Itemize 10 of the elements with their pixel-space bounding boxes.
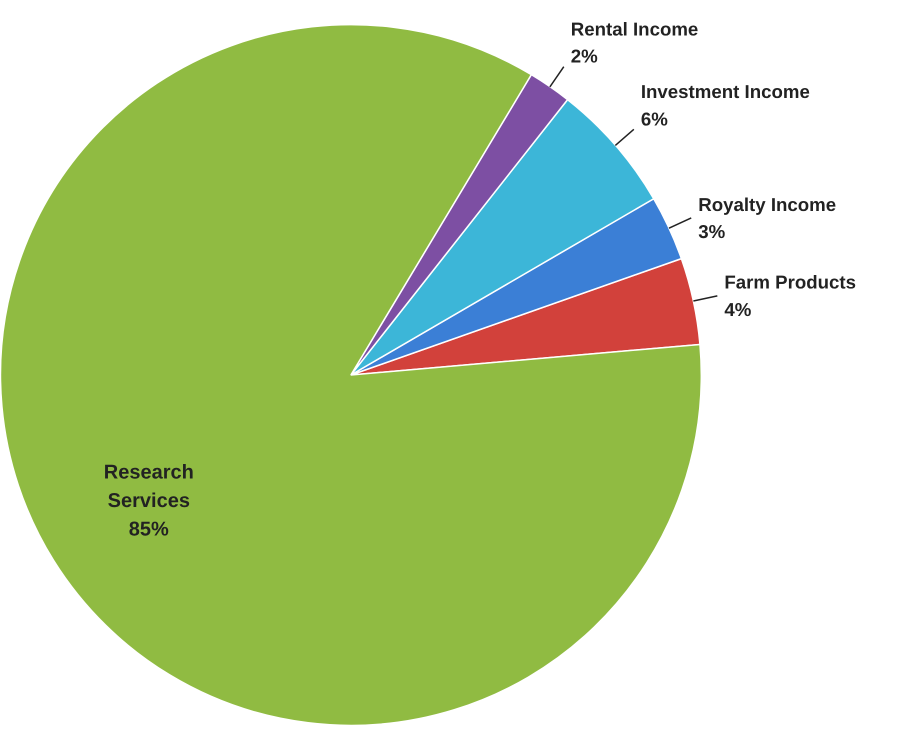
slice-label: Research Services (104, 462, 194, 512)
slice-label: Investment Income (640, 81, 810, 102)
data-label: 3% (698, 221, 726, 242)
data-label: 4% (724, 299, 752, 320)
slice-label: Farm Products (724, 272, 856, 293)
data-label: 6% (640, 108, 668, 130)
slice-label: Royalty Income (698, 194, 836, 215)
data-label: 85% (128, 518, 170, 541)
data-label: 2% (570, 46, 598, 67)
slice-label: Rental Income (570, 18, 698, 40)
